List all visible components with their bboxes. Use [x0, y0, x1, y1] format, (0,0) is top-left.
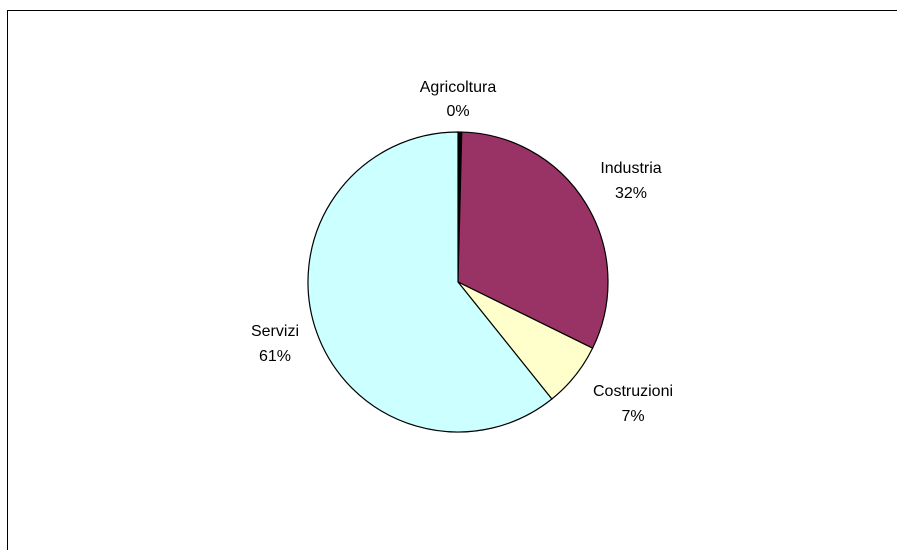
label-costruzioni-name: Costruzioni: [593, 383, 673, 400]
pie-slice-servizi: [307, 131, 553, 433]
label-industria-name: Industria: [600, 160, 661, 177]
label-costruzioni-percent: 7%: [621, 408, 644, 425]
pie-slice-industria: [457, 131, 609, 349]
label-agricoltura-percent: 0%: [446, 103, 469, 120]
label-servizi-name: Servizi: [251, 323, 299, 340]
label-industria-percent: 32%: [615, 185, 647, 202]
pie-labels: Agricoltura 0% Industria 32% Costruzioni…: [251, 79, 673, 425]
label-servizi-percent: 61%: [259, 348, 291, 365]
label-agricoltura-name: Agricoltura: [420, 79, 497, 96]
chart-area: [7, 10, 897, 550]
pie-slices: [307, 131, 609, 433]
